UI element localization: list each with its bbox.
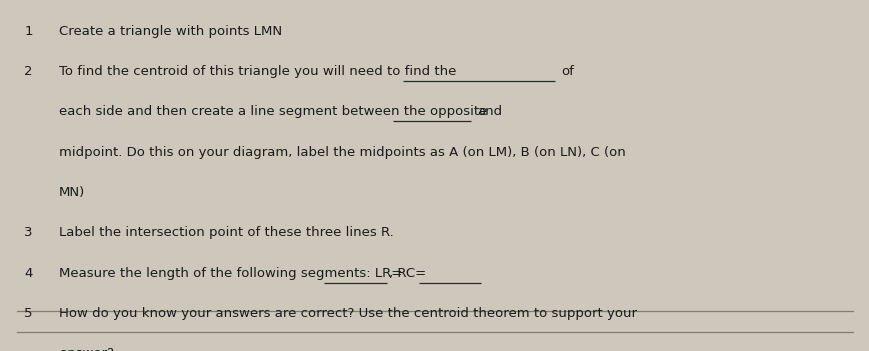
Text: How do you know your answers are correct? Use the centroid theorem to support yo: How do you know your answers are correct… [59, 307, 636, 320]
Text: 4: 4 [24, 267, 33, 280]
Text: Label the intersection point of these three lines R.: Label the intersection point of these th… [59, 226, 394, 239]
Text: Create a triangle with points LMN: Create a triangle with points LMN [59, 25, 282, 38]
Text: 5: 5 [24, 307, 33, 320]
Text: midpoint. Do this on your diagram, label the midpoints as A (on LM), B (on LN), : midpoint. Do this on your diagram, label… [59, 146, 625, 159]
Text: 3: 3 [24, 226, 33, 239]
Text: and: and [476, 105, 501, 118]
Text: MN): MN) [59, 186, 85, 199]
Text: of: of [561, 65, 574, 78]
Text: 2: 2 [24, 65, 33, 78]
Text: 1: 1 [24, 25, 33, 38]
Text: Measure the length of the following segments: LR=: Measure the length of the following segm… [59, 267, 402, 280]
Text: , RC=: , RC= [388, 267, 426, 280]
Text: To find the centroid of this triangle you will need to find the: To find the centroid of this triangle yo… [59, 65, 456, 78]
Text: each side and then create a line segment between the opposite: each side and then create a line segment… [59, 105, 487, 118]
Text: answer?: answer? [59, 347, 114, 351]
